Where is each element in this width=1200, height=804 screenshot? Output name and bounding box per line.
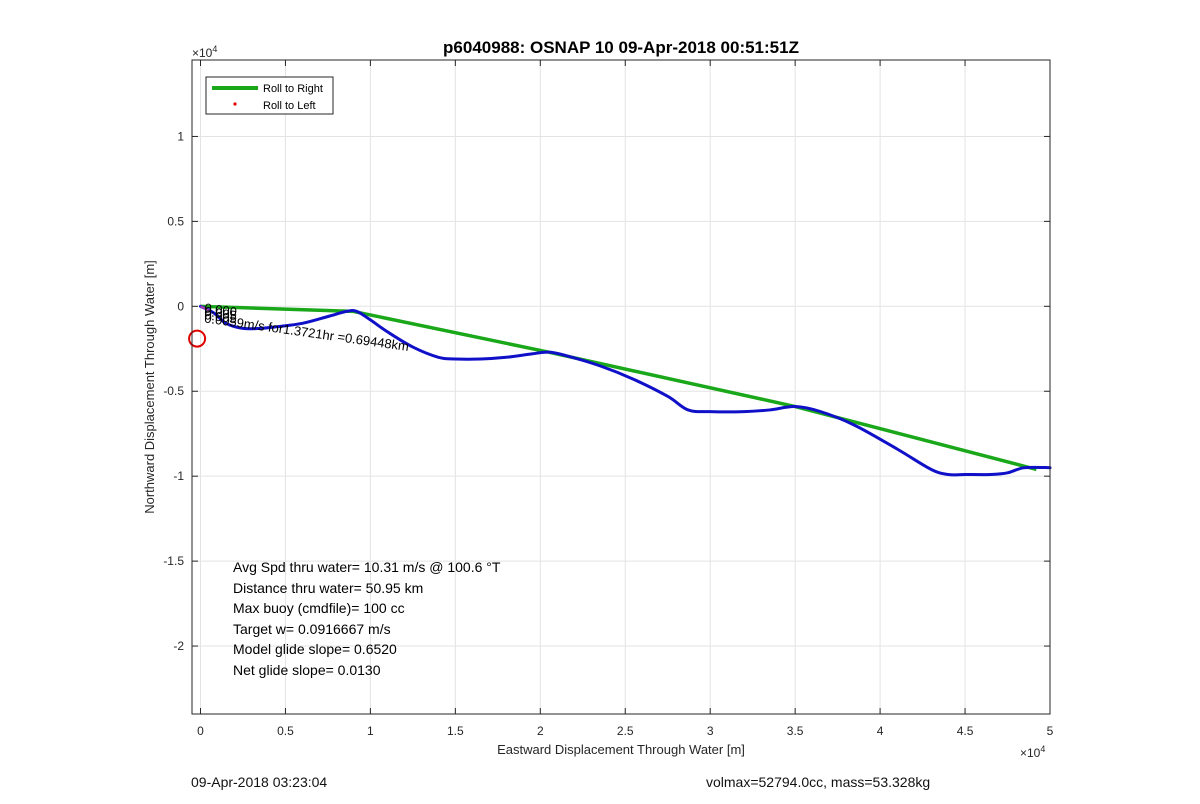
x-exponent-label: ×104: [1020, 744, 1045, 760]
annotation-1: 0.005: [203, 304, 237, 323]
y-exponent-power: 4: [212, 44, 217, 54]
x-tick-label-7: 3.5: [787, 724, 804, 738]
stat-net-glide: Net glide slope= 0.0130: [233, 662, 381, 678]
plot-frame: [191, 59, 1051, 715]
x-tick-label-3: 1.5: [447, 724, 464, 738]
stats-block: Avg Spd thru water= 10.31 m/s @ 100.6 °T…: [233, 559, 501, 678]
y-tick-label-4: -1: [173, 469, 184, 483]
annotation-2: 0.005: [203, 307, 237, 326]
legend: Roll to Right Roll to Left: [205, 76, 334, 115]
stat-target-w: Target w= 0.0916667 m/s: [233, 621, 391, 637]
x-tick-label-2: 1: [367, 724, 374, 738]
start-vector-segment: [200, 305, 212, 313]
y-tick-label-5: -1.5: [163, 554, 184, 568]
x-tick-label-10: 5: [1047, 724, 1054, 738]
x-tick-label-6: 3: [707, 724, 714, 738]
x-tick-label-5: 2.5: [617, 724, 634, 738]
annotation-0: 0.000: [203, 300, 237, 319]
footer-volume-mass: volmax=52794.0cc, mass=53.328kg: [706, 774, 931, 790]
chart-title: p6040988: OSNAP 10 09-Apr-2018 00:51:51Z: [443, 38, 799, 57]
y-tick-label-3: -0.5: [163, 384, 184, 398]
x-tick-label-1: 0.5: [277, 724, 294, 738]
stat-distance: Distance thru water= 50.95 km: [233, 580, 423, 596]
axis-ticks: 0 0.5 1 1.5 2 2.5 3 3.5 4 4.5 5 1 0.5 0 -0.5 -1 -1.5 -2: [163, 60, 1054, 738]
x-tick-label-8: 4: [877, 724, 884, 738]
x-tick-label-4: 2: [537, 724, 544, 738]
legend-roll-right-label: Roll to Right: [263, 83, 323, 95]
legend-roll-left-swatch: [233, 102, 237, 106]
y-tick-label-6: -2: [173, 639, 184, 653]
svg-text:×104: ×104: [192, 44, 217, 60]
y-tick-label-0: 1: [177, 129, 184, 143]
legend-roll-left-label: Roll to Left: [263, 100, 316, 112]
y-tick-label-1: 0.5: [167, 214, 184, 228]
y-exponent-base: ×10: [192, 46, 213, 60]
legend-box: [205, 76, 334, 115]
y-tick-label-2: 0: [177, 299, 184, 313]
plot-background: [192, 60, 1050, 714]
stat-avg-speed: Avg Spd thru water= 10.31 m/s @ 100.6 °T: [233, 559, 501, 575]
series-layer: [188, 304, 1052, 477]
x-axis-label: Eastward Displacement Through Water [m]: [497, 742, 745, 757]
y-axis-label: Northward Displacement Through Water [m]: [142, 260, 157, 514]
stat-max-buoy: Max buoy (cmdfile)= 100 cc: [233, 600, 405, 616]
footer-timestamp: 09-Apr-2018 03:23:04: [191, 774, 328, 790]
x-tick-label-0: 0: [197, 724, 204, 738]
start-marker-circle: [188, 329, 207, 348]
series-track-line: [198, 304, 1052, 477]
x-exponent-power: 4: [1040, 744, 1045, 754]
y-exponent-label: ×104: [192, 44, 217, 60]
stat-model-glide: Model glide slope= 0.6520: [233, 641, 397, 657]
x-exponent-base: ×10: [1020, 746, 1041, 760]
x-tick-label-9: 4.5: [957, 724, 974, 738]
svg-text:×104: ×104: [1020, 744, 1045, 760]
